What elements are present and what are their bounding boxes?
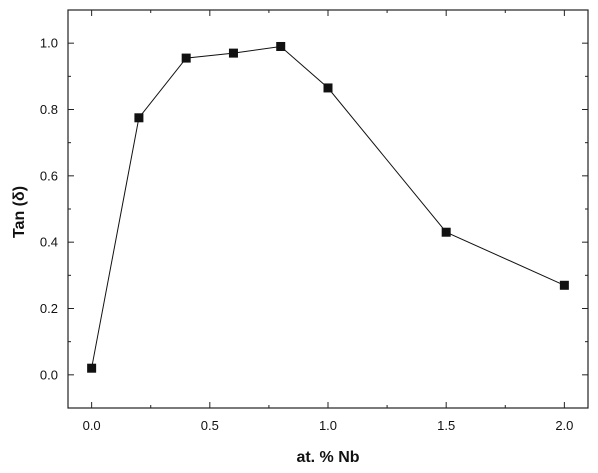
x-tick-label: 1.5 [437, 418, 455, 433]
data-point-marker [134, 113, 144, 123]
data-point-marker [181, 53, 191, 63]
y-axis-title: Tan (δ) [11, 186, 28, 238]
x-axis-title: at. % Nb [296, 449, 359, 466]
series-line [91, 45, 565, 369]
x-tick-label: 2.0 [555, 418, 573, 433]
y-tick-label: 0.2 [40, 301, 58, 316]
series-layer [87, 41, 569, 373]
y-tick-label: 0.6 [40, 168, 58, 183]
y-tick-label: 0.8 [40, 102, 58, 117]
x-tick-label: 0.5 [201, 418, 219, 433]
data-point-marker [87, 363, 97, 373]
data-point-marker [323, 83, 333, 93]
plot-border [67, 9, 589, 409]
y-tick-label: 0.4 [40, 235, 58, 250]
x-tick-label: 1.0 [319, 418, 337, 433]
data-point-marker [276, 41, 286, 51]
data-point-marker [559, 280, 569, 290]
data-point-marker [441, 227, 451, 237]
axis-layer: 0.0 0.5 1.0 1.5 2.0 0.0 0.2 0.4 0.6 0.8 1.0 [40, 10, 588, 433]
data-point-marker [228, 48, 238, 58]
plot-frame-layer [67, 9, 589, 409]
x-tick-label: 0.0 [83, 418, 101, 433]
y-tick-label: 0.0 [40, 367, 58, 382]
y-tick-label: 1.0 [40, 36, 58, 51]
